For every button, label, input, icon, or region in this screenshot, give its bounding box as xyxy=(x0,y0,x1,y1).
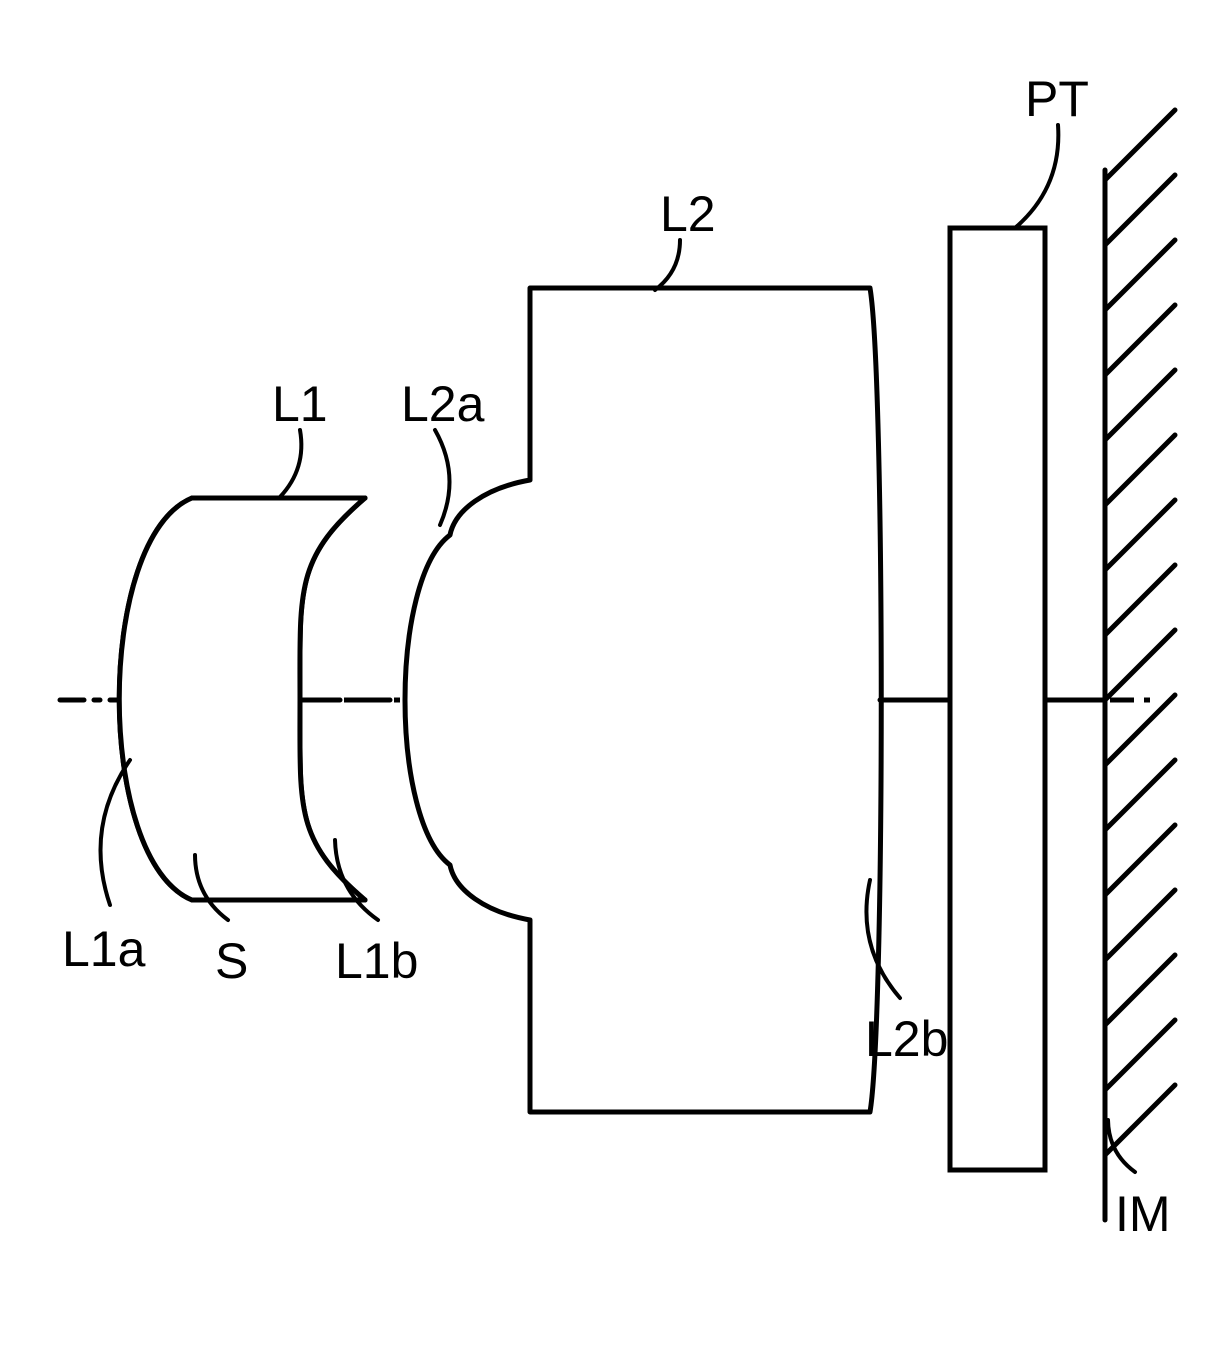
label-L2b: L2b xyxy=(865,1010,948,1068)
label-L1b: L1b xyxy=(335,932,418,990)
label-IM: IM xyxy=(1115,1185,1171,1243)
label-L1a: L1a xyxy=(62,920,145,978)
leader-L1 xyxy=(280,430,301,497)
leader-L2 xyxy=(655,240,680,290)
label-L1: L1 xyxy=(272,375,328,433)
optical-diagram xyxy=(0,0,1225,1368)
plate-PT xyxy=(950,228,1045,1170)
label-PT: PT xyxy=(1025,70,1089,128)
label-L2a: L2a xyxy=(401,375,484,433)
label-L2: L2 xyxy=(660,185,716,243)
leader-PT xyxy=(1015,125,1058,228)
label-S: S xyxy=(215,932,248,990)
leader-L2a xyxy=(435,430,450,525)
